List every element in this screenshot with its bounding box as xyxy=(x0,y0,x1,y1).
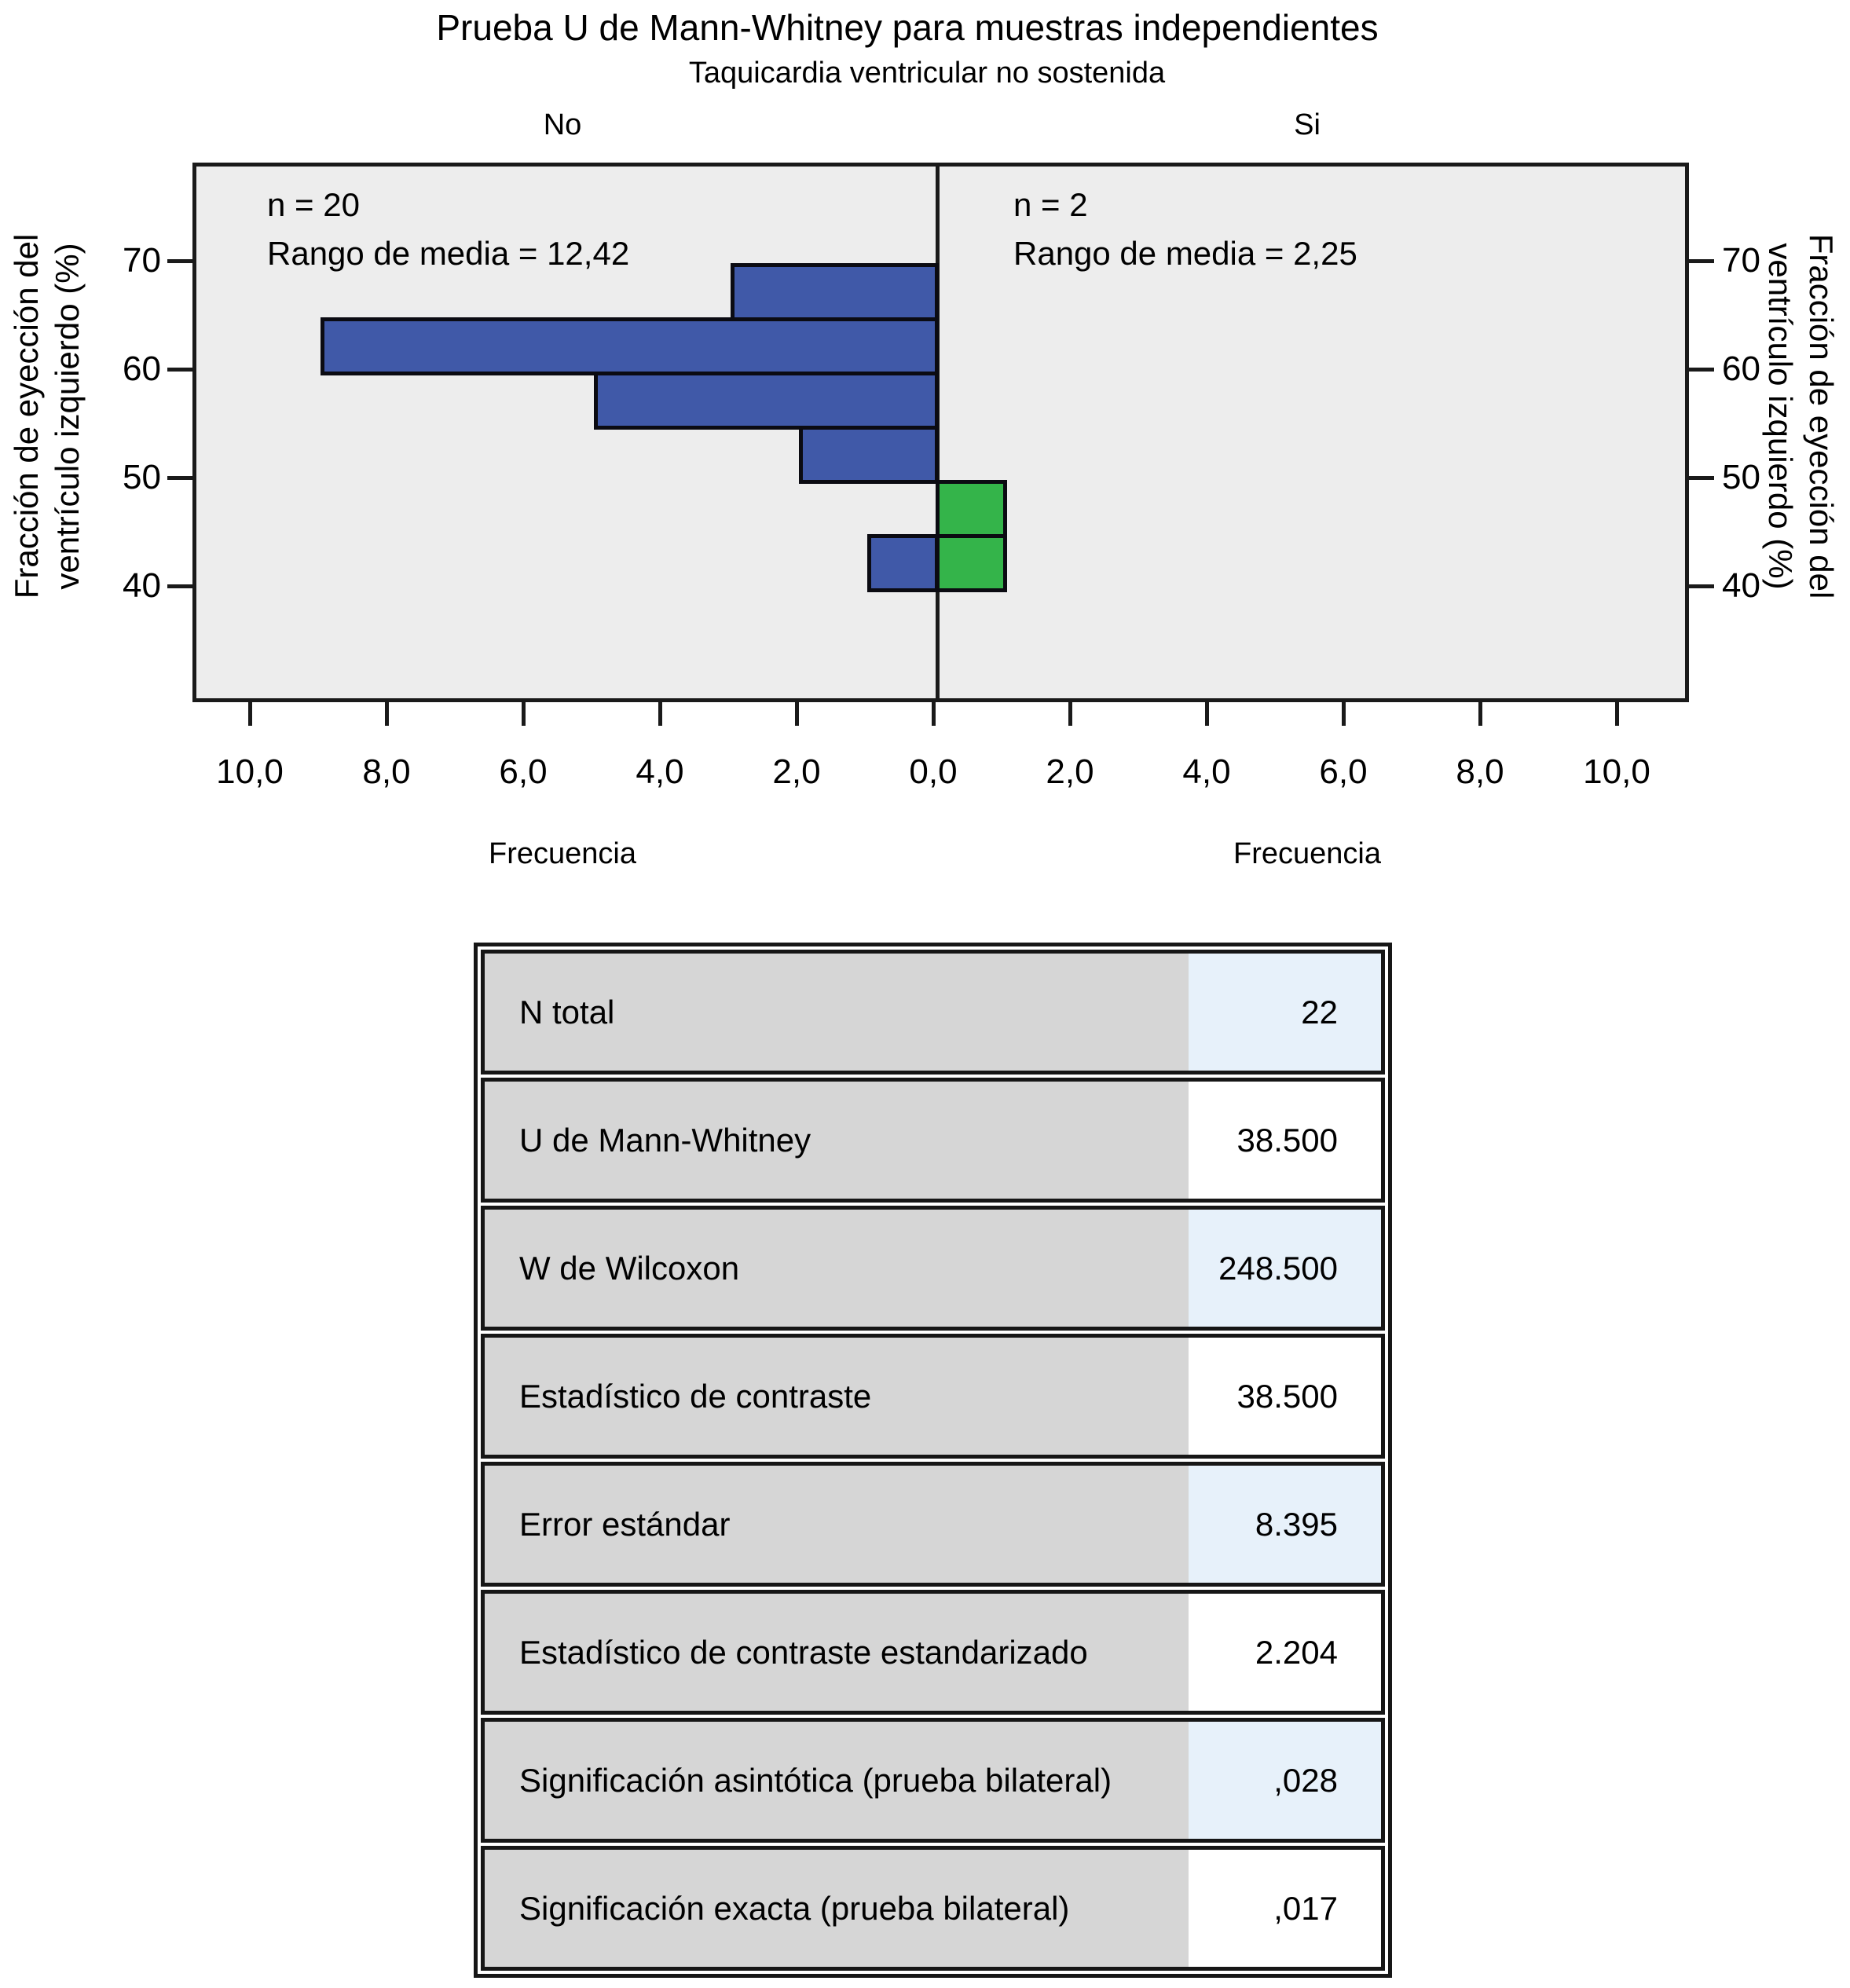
x-tick-label-0,0-c: 0,0 xyxy=(909,752,958,791)
y-axis-label-right-line1: Fracción de eyección del xyxy=(1803,233,1840,599)
chart-title: Prueba U de Mann-Whitney para muestras i… xyxy=(436,7,1379,48)
x-tick-label-2,0-l: 2,0 xyxy=(772,752,821,791)
y-axis-label-left-line1: Fracción de eyección del xyxy=(8,233,45,599)
pyramid-plot-area: n = 20 Rango de media = 12,42 n = 2 Rang… xyxy=(192,163,1689,702)
x-tick-10,0-l xyxy=(248,702,252,726)
histogram-bar-no-55-60 xyxy=(594,372,939,430)
x-axis-label-left: Frecuencia xyxy=(489,837,636,870)
panel-label-si: Si xyxy=(1294,108,1321,141)
y-tick-left-60 xyxy=(167,368,192,372)
table-row-7: Significación asintótica (prueba bilater… xyxy=(481,1718,1385,1843)
mann-whitney-results-table: N total 22 U de Mann-Whitney 38.500 W de Wil… xyxy=(474,943,1392,1978)
table-row-label: Significación exacta (prueba bilateral) xyxy=(485,1850,1189,1967)
x-axis-label-right: Frecuencia xyxy=(1233,837,1381,870)
table-row-label: Estadístico de contraste estandarizado xyxy=(485,1594,1189,1711)
table-row-3: W de Wilcoxon 248.500 xyxy=(481,1206,1385,1331)
histogram-bar-no-60-65 xyxy=(321,317,939,375)
table-row-1: N total 22 xyxy=(481,950,1385,1075)
panel-label-no: No xyxy=(543,108,582,141)
y-tick-left-40 xyxy=(167,584,192,588)
table-row-label: U de Mann-Whitney xyxy=(485,1082,1189,1199)
x-tick-label-2,0-r: 2,0 xyxy=(1046,752,1094,791)
table-row-6: Estadístico de contraste estandarizado 2.… xyxy=(481,1590,1385,1715)
table-row-value: ,017 xyxy=(1189,1850,1381,1967)
x-tick-label-4,0-l: 4,0 xyxy=(636,752,684,791)
histogram-bar-si-40-45 xyxy=(936,534,1007,592)
right-panel-annotation: n = 2 Rango de media = 2,25 xyxy=(1013,181,1357,278)
x-tick-6,0-l xyxy=(522,702,526,726)
histogram-bar-si-45-50 xyxy=(936,480,1007,538)
y-tick-label-left-70: 70 xyxy=(123,241,161,280)
chart-subtitle: Taquicardia ventricular no sostenida xyxy=(688,57,1166,90)
table-row-4: Estadístico de contraste 38.500 xyxy=(481,1334,1385,1459)
x-tick-4,0-l xyxy=(658,702,662,726)
table-row-value: ,028 xyxy=(1189,1722,1381,1839)
table-row-value: 22 xyxy=(1189,954,1381,1071)
table-row-5: Error estándar 8.395 xyxy=(481,1462,1385,1587)
table-row-value: 38.500 xyxy=(1189,1082,1381,1199)
y-tick-label-right-70: 70 xyxy=(1722,241,1760,280)
table-row-label: Estadístico de contraste xyxy=(485,1338,1189,1455)
y-tick-right-50 xyxy=(1689,476,1714,480)
x-tick-2,0-r xyxy=(1068,702,1072,726)
x-tick-8,0-l xyxy=(385,702,389,726)
right-mean-rank-label: Rango de media = 2,25 xyxy=(1013,235,1357,272)
x-tick-label-10,0-r: 10,0 xyxy=(1583,752,1650,791)
table-row-label: N total xyxy=(485,954,1189,1071)
right-n-label: n = 2 xyxy=(1013,186,1088,223)
x-tick-8,0-r xyxy=(1478,702,1482,726)
x-tick-label-6,0-r: 6,0 xyxy=(1319,752,1368,791)
y-tick-label-right-40: 40 xyxy=(1722,566,1760,605)
left-mean-rank-label: Rango de media = 12,42 xyxy=(267,235,630,272)
y-tick-left-50 xyxy=(167,476,192,480)
x-tick-6,0-r xyxy=(1342,702,1346,726)
table-row-value: 8.395 xyxy=(1189,1466,1381,1583)
y-tick-right-40 xyxy=(1689,584,1714,588)
x-tick-10,0-r xyxy=(1615,702,1619,726)
histogram-bar-no-65-70 xyxy=(731,263,939,321)
table-row-value: 2.204 xyxy=(1189,1594,1381,1711)
y-tick-label-left-50: 50 xyxy=(123,458,161,496)
histogram-bar-no-50-55 xyxy=(799,426,939,484)
histogram-bar-no-40-45 xyxy=(867,534,939,592)
table-row-label: Error estándar xyxy=(485,1466,1189,1583)
x-tick-2,0-l xyxy=(795,702,799,726)
y-axis-label-left-line2: ventrículo izquierdo (%) xyxy=(49,243,86,590)
left-n-label: n = 20 xyxy=(267,186,360,223)
y-tick-label-left-40: 40 xyxy=(123,566,161,605)
x-tick-0,0-c xyxy=(932,702,936,726)
y-tick-left-70 xyxy=(167,259,192,263)
x-tick-4,0-r xyxy=(1205,702,1209,726)
left-panel-annotation: n = 20 Rango de media = 12,42 xyxy=(267,181,629,278)
x-tick-label-8,0-r: 8,0 xyxy=(1456,752,1504,791)
y-tick-label-right-50: 50 xyxy=(1722,458,1760,496)
x-tick-label-6,0-l: 6,0 xyxy=(499,752,548,791)
y-tick-right-70 xyxy=(1689,259,1714,263)
y-tick-label-left-60: 60 xyxy=(123,350,161,388)
y-axis-label-right-line2: ventrículo izquierdo (%) xyxy=(1762,243,1799,590)
table-row-label: W de Wilcoxon xyxy=(485,1210,1189,1327)
x-tick-label-8,0-l: 8,0 xyxy=(362,752,411,791)
table-row-value: 38.500 xyxy=(1189,1338,1381,1455)
x-tick-label-4,0-r: 4,0 xyxy=(1182,752,1231,791)
y-tick-label-right-60: 60 xyxy=(1722,350,1760,388)
table-row-label: Significación asintótica (prueba bilater… xyxy=(485,1722,1189,1839)
table-row-2: U de Mann-Whitney 38.500 xyxy=(481,1078,1385,1203)
y-tick-right-60 xyxy=(1689,368,1714,372)
table-row-value: 248.500 xyxy=(1189,1210,1381,1327)
x-tick-label-10,0-l: 10,0 xyxy=(216,752,284,791)
table-row-8: Significación exacta (prueba bilateral),… xyxy=(481,1846,1385,1971)
